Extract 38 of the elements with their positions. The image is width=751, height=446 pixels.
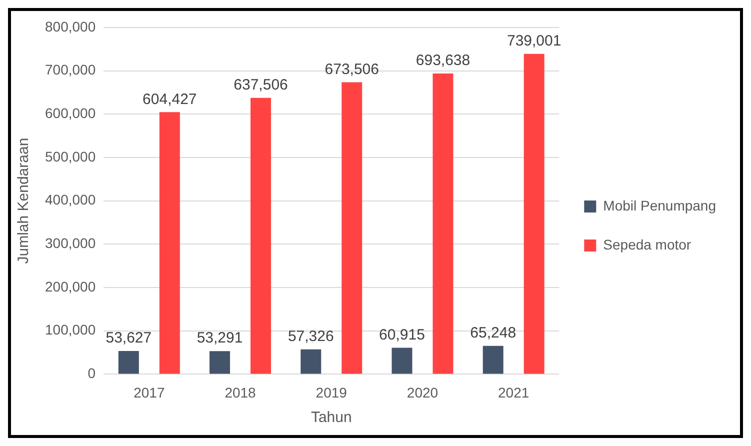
y-tick-label: 0: [88, 365, 96, 382]
data-label: 60,915: [379, 326, 425, 344]
y-tick-label: 700,000: [44, 62, 96, 78]
x-axis-title: Tahun: [310, 409, 352, 426]
data-label: 693,638: [416, 52, 470, 70]
data-label: 637,506: [234, 76, 288, 94]
bar: [300, 349, 322, 374]
bar: [159, 112, 180, 374]
bar: [250, 98, 272, 374]
data-label: 53,627: [106, 330, 152, 347]
y-tick-label: 400,000: [44, 192, 96, 208]
y-tick-label: 500,000: [44, 148, 96, 164]
x-tick-label: 2020: [406, 384, 438, 400]
data-label: 673,506: [324, 60, 379, 78]
bar: [524, 54, 544, 374]
bar: [392, 348, 412, 374]
x-tick-label: 2018: [224, 384, 256, 400]
x-tick-label: 2017: [134, 384, 165, 400]
legend-label: Sepeda motor: [603, 236, 692, 252]
y-tick-label: 800,000: [44, 18, 96, 34]
data-label: 604,427: [142, 90, 197, 108]
bar: [118, 350, 139, 374]
y-tick-label: 100,000: [44, 322, 96, 338]
data-label: 57,326: [288, 328, 334, 345]
x-tick-label: 2021: [498, 384, 530, 400]
bar: [210, 351, 230, 374]
bar: [342, 82, 362, 374]
y-tick-label: 600,000: [44, 104, 96, 121]
y-axis-title: Jumlah Kendaraan: [15, 138, 32, 264]
legend-label: Mobil Penumpang: [603, 197, 716, 214]
data-label: 53,291: [196, 330, 243, 347]
y-tick-label: 300,000: [44, 235, 96, 252]
data-label: 65,248: [470, 324, 516, 342]
bar: [432, 74, 454, 374]
data-label: 739,001: [506, 32, 562, 50]
y-tick-label: 200,000: [44, 278, 96, 294]
bar: [482, 346, 504, 374]
x-tick-label: 2019: [316, 384, 348, 400]
